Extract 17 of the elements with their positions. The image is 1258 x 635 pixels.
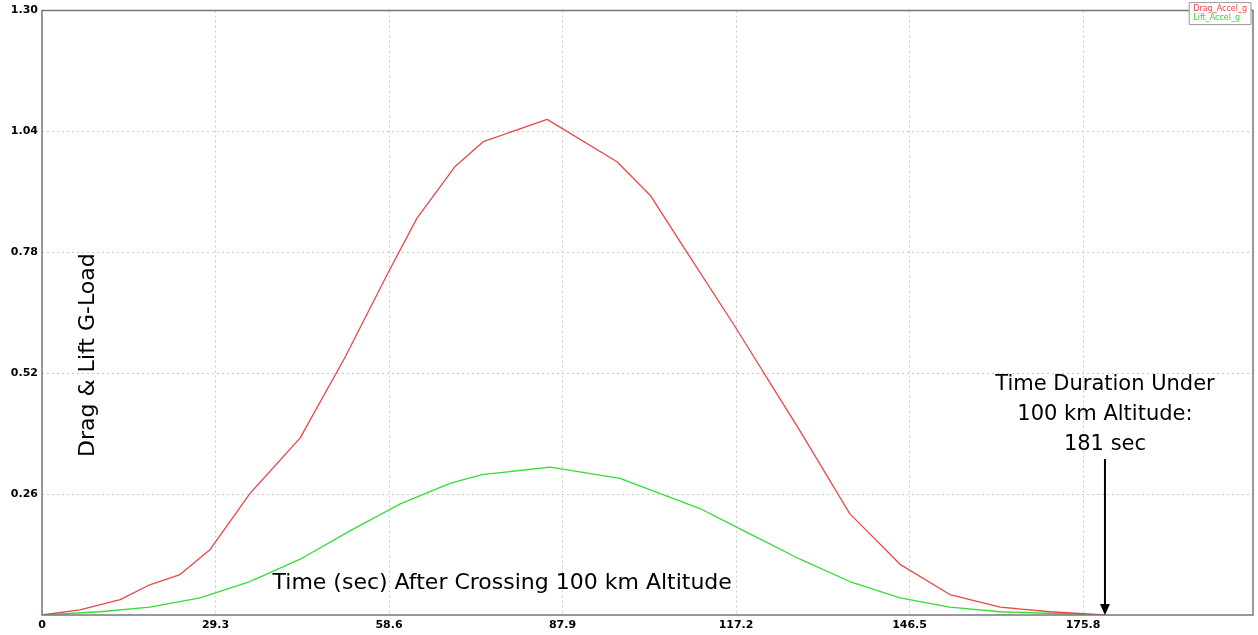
x-tick-label: 0: [38, 618, 47, 632]
x-tick-label: 117.2: [718, 618, 754, 632]
text: Drag_Accel_g: [1193, 3, 1247, 13]
x-tick-label: 87.9: [548, 618, 577, 632]
y-tick-label: 0.78: [10, 245, 38, 259]
annotation: Time Duration Under 100 km Altitude: 181 sec: [994, 371, 1216, 456]
x-tick-label: 146.5: [892, 618, 927, 632]
y-tick-label: 1.30: [10, 3, 39, 17]
x-tick-label: 29.3: [201, 618, 230, 632]
x-axis-title: Time (sec) After Crossing 100 km Altitude: [271, 568, 732, 594]
y-tick-label: 0.52: [10, 366, 38, 380]
x-tick-label: 175.8: [1065, 618, 1101, 632]
y-tick-label: 0.26: [10, 486, 39, 500]
x-tick-label: 58.6: [375, 618, 403, 632]
y-tick-label: 1.04: [10, 124, 39, 138]
y-axis-title: Drag & Lift G-Load: [73, 253, 99, 457]
text: Lift_Accel_g: [1193, 12, 1241, 22]
